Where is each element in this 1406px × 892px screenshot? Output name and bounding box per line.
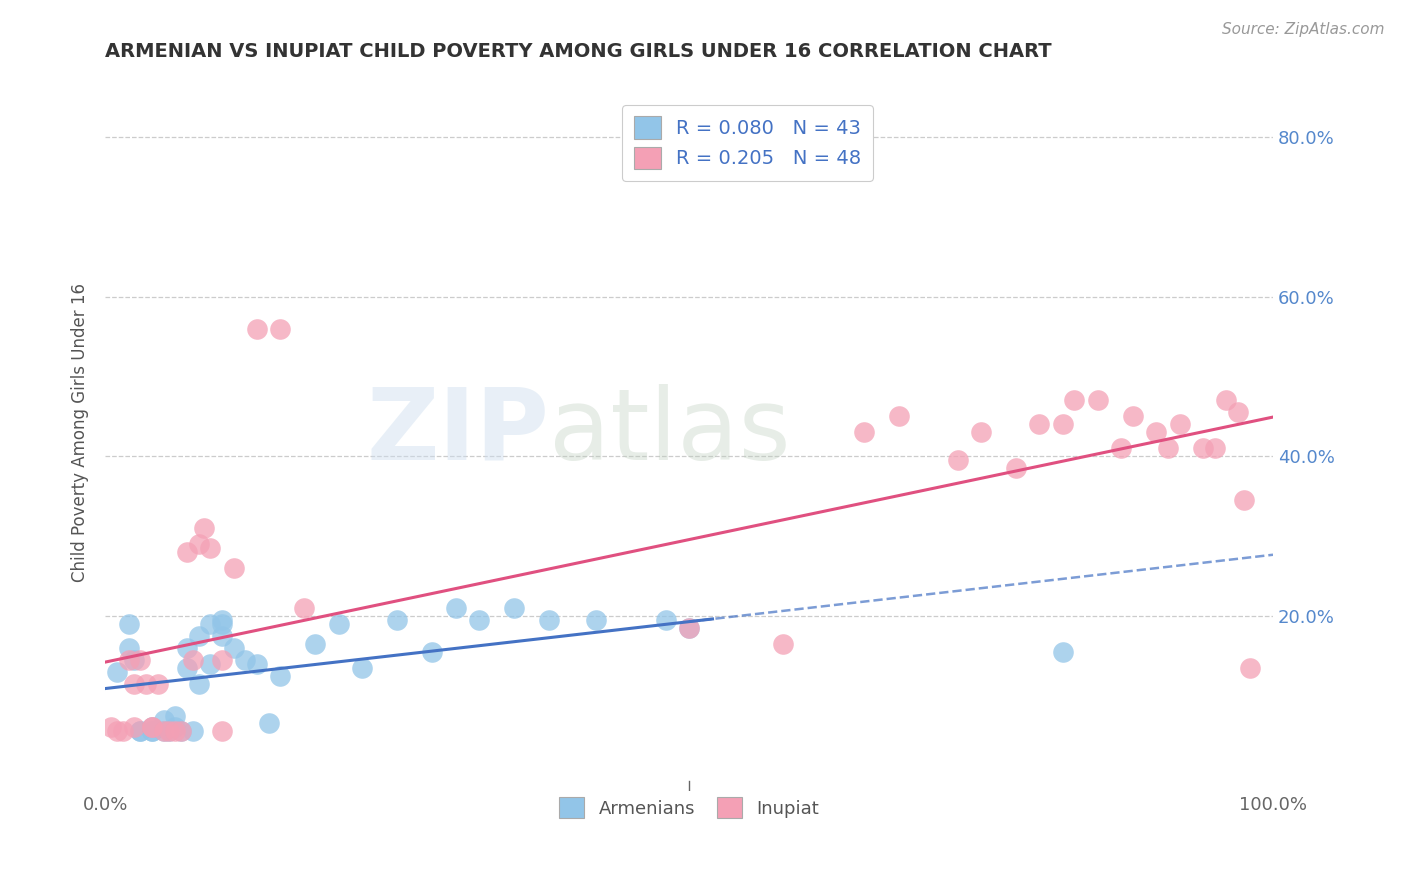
Point bbox=[211, 629, 233, 643]
Point bbox=[117, 653, 139, 667]
Point bbox=[1063, 393, 1085, 408]
Point bbox=[165, 708, 187, 723]
Point bbox=[141, 724, 163, 739]
Point bbox=[946, 453, 969, 467]
Point bbox=[1239, 661, 1261, 675]
Point bbox=[420, 645, 443, 659]
Point bbox=[1144, 425, 1167, 440]
Point bbox=[678, 621, 700, 635]
Point bbox=[269, 668, 291, 682]
Text: Source: ZipAtlas.com: Source: ZipAtlas.com bbox=[1222, 22, 1385, 37]
Point bbox=[1227, 405, 1250, 419]
Point bbox=[1087, 393, 1109, 408]
Point bbox=[141, 721, 163, 735]
Point bbox=[200, 657, 222, 671]
Point bbox=[444, 600, 467, 615]
Point bbox=[246, 321, 269, 335]
Point bbox=[105, 724, 128, 739]
Point bbox=[970, 425, 993, 440]
Point bbox=[678, 621, 700, 635]
Point bbox=[117, 640, 139, 655]
Point bbox=[159, 724, 181, 739]
Point bbox=[117, 616, 139, 631]
Point bbox=[105, 665, 128, 679]
Point bbox=[211, 613, 233, 627]
Point bbox=[187, 537, 209, 551]
Point bbox=[1215, 393, 1237, 408]
Point bbox=[292, 600, 315, 615]
Point bbox=[655, 613, 678, 627]
Point bbox=[146, 676, 169, 690]
Point bbox=[124, 676, 146, 690]
Point bbox=[176, 661, 198, 675]
Point bbox=[129, 724, 152, 739]
Point bbox=[1028, 417, 1050, 432]
Point bbox=[889, 409, 911, 424]
Point bbox=[124, 653, 146, 667]
Point bbox=[181, 653, 204, 667]
Point bbox=[152, 724, 174, 739]
Text: atlas: atlas bbox=[548, 384, 790, 481]
Point bbox=[235, 653, 257, 667]
Point bbox=[211, 724, 233, 739]
Point bbox=[141, 721, 163, 735]
Point bbox=[211, 653, 233, 667]
Text: ZIP: ZIP bbox=[366, 384, 548, 481]
Point bbox=[159, 724, 181, 739]
Point bbox=[200, 616, 222, 631]
Point bbox=[211, 616, 233, 631]
Point bbox=[772, 637, 794, 651]
Point bbox=[468, 613, 491, 627]
Point bbox=[152, 713, 174, 727]
Point bbox=[1005, 461, 1028, 475]
Point bbox=[129, 653, 152, 667]
Point bbox=[585, 613, 607, 627]
Point bbox=[1109, 442, 1132, 456]
Point bbox=[1233, 493, 1256, 508]
Point bbox=[537, 613, 560, 627]
Point bbox=[385, 613, 408, 627]
Legend: Armenians, Inupiat: Armenians, Inupiat bbox=[551, 790, 827, 825]
Point bbox=[124, 721, 146, 735]
Point bbox=[1157, 442, 1180, 456]
Point bbox=[1052, 645, 1074, 659]
Point bbox=[1168, 417, 1191, 432]
Point bbox=[170, 724, 193, 739]
Point bbox=[111, 724, 134, 739]
Point bbox=[152, 724, 174, 739]
Point bbox=[222, 561, 245, 575]
Point bbox=[200, 541, 222, 555]
Point bbox=[129, 724, 152, 739]
Point bbox=[257, 716, 280, 731]
Point bbox=[187, 676, 209, 690]
Point bbox=[165, 724, 187, 739]
Point bbox=[1052, 417, 1074, 432]
Point bbox=[176, 640, 198, 655]
Point bbox=[181, 724, 204, 739]
Point bbox=[328, 616, 350, 631]
Point bbox=[165, 721, 187, 735]
Point bbox=[269, 321, 291, 335]
Point bbox=[853, 425, 876, 440]
Text: ARMENIAN VS INUPIAT CHILD POVERTY AMONG GIRLS UNDER 16 CORRELATION CHART: ARMENIAN VS INUPIAT CHILD POVERTY AMONG … bbox=[105, 42, 1052, 61]
Point bbox=[100, 721, 122, 735]
Point bbox=[193, 521, 215, 535]
Point bbox=[141, 721, 163, 735]
Point bbox=[222, 640, 245, 655]
Point bbox=[170, 724, 193, 739]
Point bbox=[1122, 409, 1144, 424]
Point bbox=[141, 724, 163, 739]
Point bbox=[352, 661, 374, 675]
Point bbox=[304, 637, 326, 651]
Point bbox=[246, 657, 269, 671]
Point bbox=[176, 545, 198, 559]
Point bbox=[1192, 442, 1215, 456]
Point bbox=[503, 600, 526, 615]
Point bbox=[135, 676, 157, 690]
Point bbox=[1204, 442, 1226, 456]
Point bbox=[187, 629, 209, 643]
Y-axis label: Child Poverty Among Girls Under 16: Child Poverty Among Girls Under 16 bbox=[72, 283, 89, 582]
